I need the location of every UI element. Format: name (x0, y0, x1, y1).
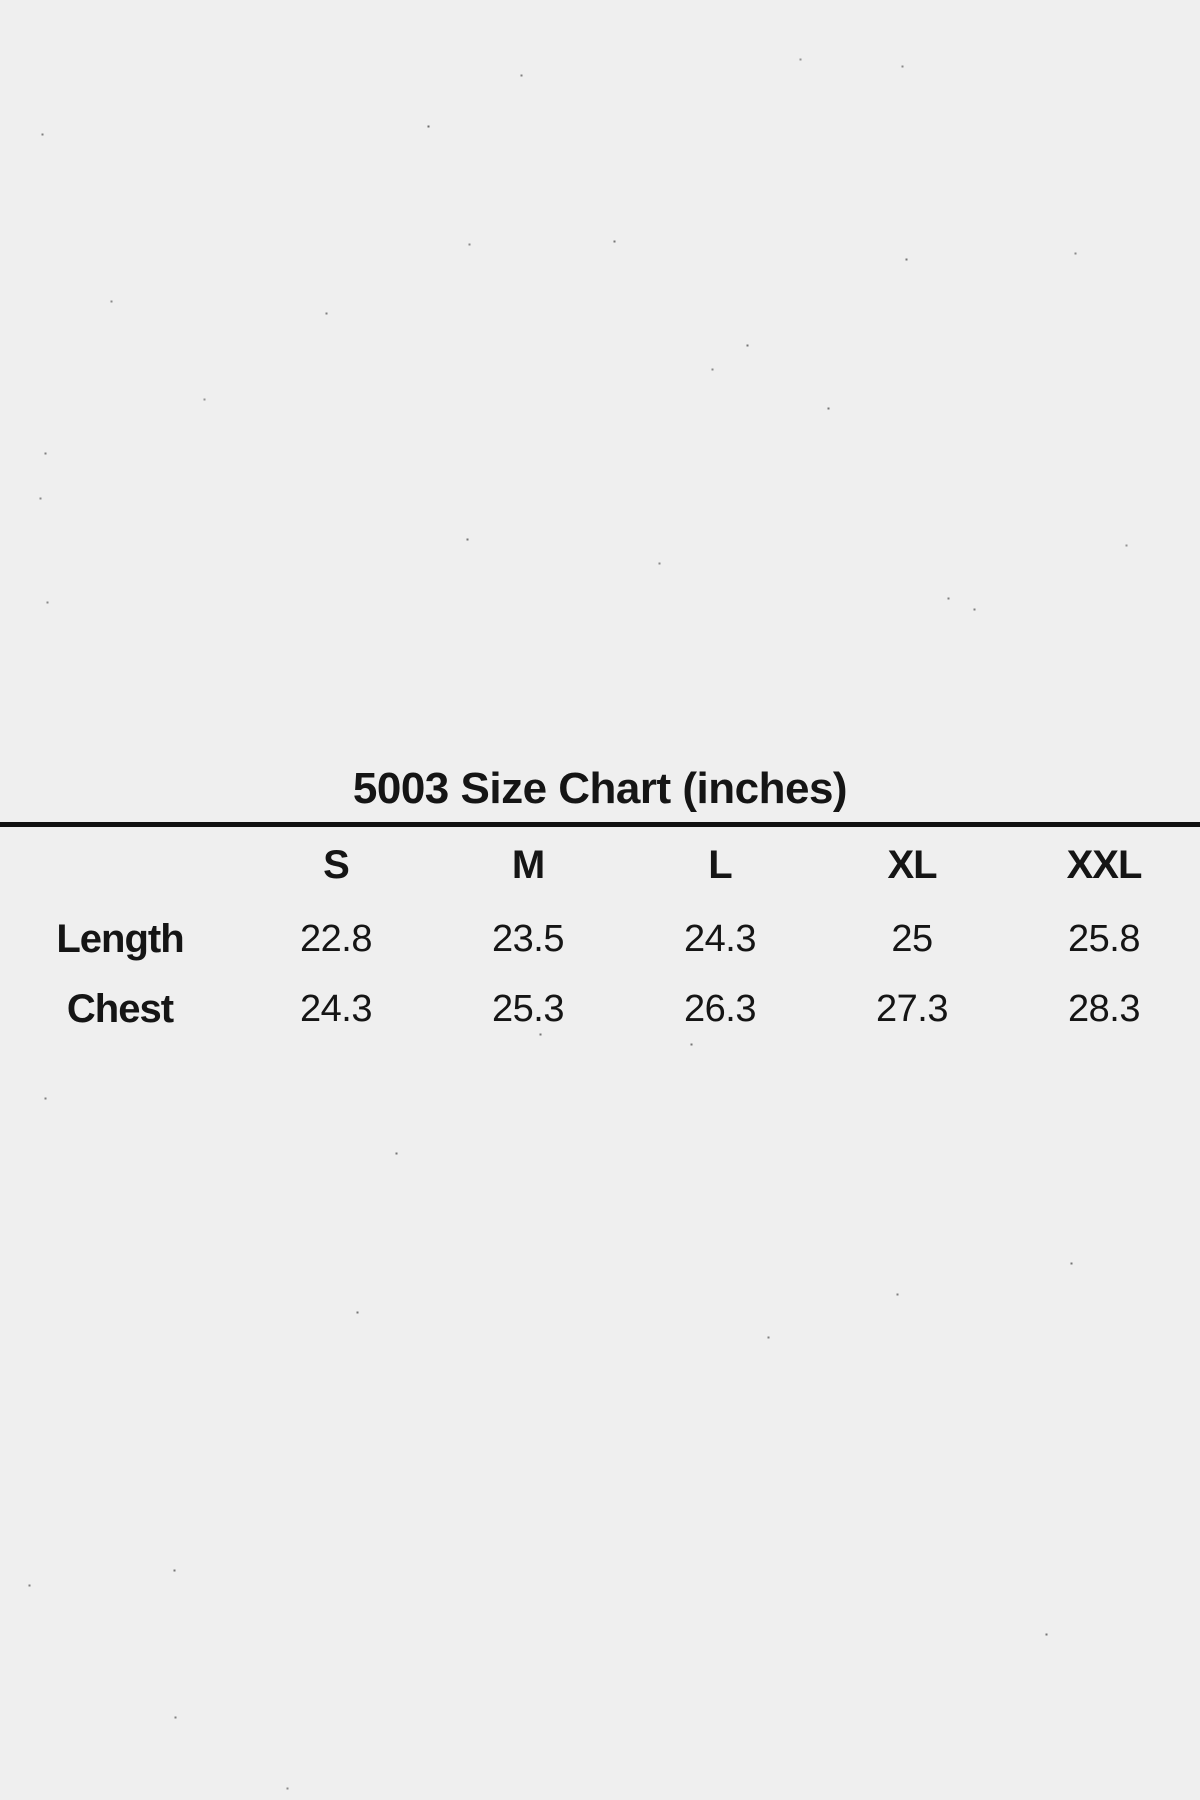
column-header-m: M (511, 842, 545, 887)
row-label-length: Length (56, 916, 184, 961)
cell-chest-xxl: 28.3 (1068, 987, 1140, 1030)
cell-chest-l: 26.3 (684, 987, 756, 1030)
cell-length-xl: 25 (891, 917, 933, 960)
cell-chest-xl: 27.3 (876, 987, 948, 1030)
column-header-l: L (708, 842, 732, 887)
table-row-length: Length 22.8 23.5 24.3 25 25.8 (0, 903, 1200, 975)
size-chart-title: 5003 Size Chart (inches) (352, 764, 848, 813)
cell-length-m: 23.5 (492, 917, 564, 960)
table-header-row: S M L XL XXL (0, 827, 1200, 903)
cell-length-xxl: 25.8 (1068, 917, 1140, 960)
title-divider-line (0, 822, 1200, 827)
table-row-chest: Chest 24.3 25.3 26.3 27.3 28.3 (0, 975, 1200, 1043)
cell-chest-s: 24.3 (300, 987, 372, 1030)
cell-chest-m: 25.3 (492, 987, 564, 1030)
background-noise-speckles (0, 0, 1, 1)
size-chart-table: S M L XL XXL Length 22.8 23.5 24.3 25 25… (0, 827, 1200, 1043)
column-header-xxl: XXL (1066, 842, 1143, 887)
cell-length-l: 24.3 (684, 917, 756, 960)
cell-length-s: 22.8 (300, 917, 372, 960)
column-header-s: S (323, 842, 350, 887)
column-header-xl: XL (887, 842, 937, 887)
row-label-chest: Chest (66, 986, 174, 1031)
